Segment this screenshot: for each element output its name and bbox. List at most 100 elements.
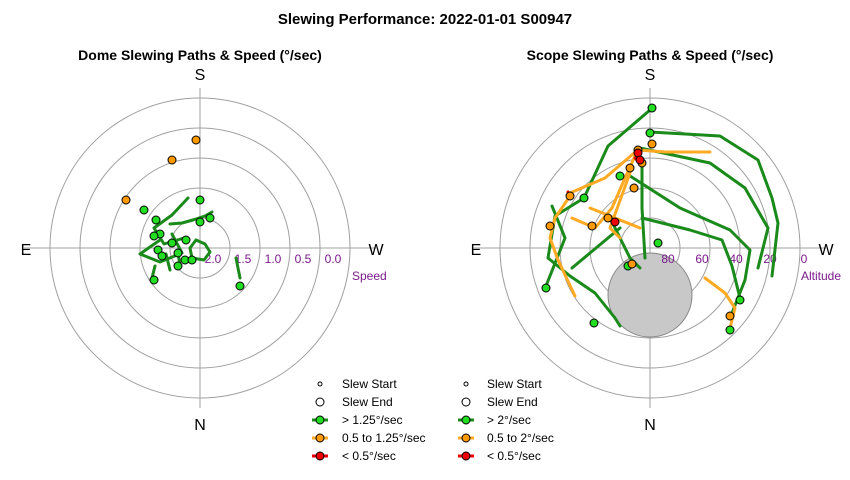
scope-slew-marker-slow: [635, 155, 645, 165]
scope-legend: Slew Start Slew End > 2°/sec 0.5 to 2°/s…: [458, 377, 554, 463]
dome-legend-mid-symbol: [315, 433, 325, 443]
dome-slew-path-fast: [164, 252, 172, 272]
dome-slew-path-fast: [138, 232, 184, 264]
scope-slew-path-fast: [546, 108, 652, 328]
scope-dir-east: E: [471, 242, 482, 259]
scope-chart-title: Scope Slewing Paths & Speed (°/sec): [527, 47, 774, 63]
scope-slew-marker-mid: [603, 213, 613, 223]
scope-legend-mid-symbol: [461, 433, 471, 443]
dome-legend-fast-symbol: [315, 415, 325, 425]
dome-slew-path-fast: [188, 238, 212, 262]
dome-dir-south: S: [195, 67, 206, 84]
scope-slew-path-fast: [608, 216, 642, 270]
dome-slew-marker-fast: [173, 261, 183, 271]
scope-legend-end: Slew End: [487, 395, 538, 409]
scope-slew-paths: [544, 108, 780, 330]
scope-slew-path-fast: [648, 130, 780, 278]
scope-legend-start-symbol: [463, 381, 469, 387]
scope-slew-path-mid: [568, 146, 642, 195]
scope-radial-tick: 80: [661, 252, 675, 266]
scope-slew-marker-fast: [735, 295, 745, 305]
scope-slew-marker-fast: [579, 193, 589, 203]
scope-slew-marker-slow: [610, 217, 620, 227]
scope-slew-marker-mid: [627, 259, 637, 269]
scope-slew-marker-fast: [615, 171, 625, 181]
dome-slew-marker-fast: [173, 248, 183, 258]
scope-slew-path-fast: [638, 146, 770, 270]
scope-radial-tick: 40: [729, 252, 743, 266]
scope-slew-marker-fast: [653, 238, 663, 248]
scope-slew-marker-mid: [565, 191, 575, 201]
scope-legend-fast-symbol: [461, 415, 471, 425]
scope-legend-start: Slew Start: [487, 377, 542, 391]
dome-slew-marker-fast: [151, 215, 161, 225]
dome-legend-fast: > 1.25°/sec: [342, 413, 403, 427]
scope-horizon-obstruction: [607, 252, 693, 338]
dome-legend-mid: 0.5 to 1.25°/sec: [342, 431, 426, 445]
dome-slew-marker-fast: [195, 195, 205, 205]
dome-legend-slow-symbol: [315, 451, 325, 461]
scope-legend-mid: 0.5 to 2°/sec: [487, 431, 554, 445]
scope-dir-north: N: [644, 417, 656, 434]
scope-legend-slow: < 0.5°/sec: [487, 449, 541, 463]
scope-polar-chart: Scope Slewing Paths & Speed (°/sec) S N …: [471, 47, 842, 434]
scope-grid: [474, 88, 826, 408]
dome-slew-marker-mid: [191, 135, 201, 145]
scope-slew-path-mid: [548, 194, 577, 298]
dome-slew-marker-mid: [121, 195, 131, 205]
dome-polar-chart: Dome Slewing Paths & Speed (°/sec) S N E…: [21, 47, 387, 434]
scope-slew-path-fast: [640, 156, 647, 260]
dome-radial-label: Speed: [352, 269, 387, 283]
scope-slew-marker-mid: [629, 183, 639, 193]
dome-grid: [24, 88, 376, 408]
scope-slew-marker-fast: [645, 128, 655, 138]
scope-slew-path-fast: [628, 174, 752, 320]
dome-legend-end-symbol: [315, 397, 325, 407]
scope-slew-path-fast: [570, 226, 622, 270]
dome-radial-tick: 0.5: [295, 252, 312, 266]
scope-slew-marker-fast: [647, 103, 657, 113]
dome-slew-marker-fast: [235, 281, 245, 291]
scope-slew-marker-mid: [725, 311, 735, 321]
scope-dir-west: W: [818, 242, 834, 259]
dome-legend: Slew Start Slew End > 1.25°/sec 0.5 to 1…: [312, 377, 426, 463]
dome-legend-start: Slew Start: [342, 377, 397, 391]
scope-slew-marker-fast: [541, 283, 551, 293]
dome-chart-title: Dome Slewing Paths & Speed (°/sec): [78, 47, 322, 63]
dome-slew-marker-fast: [205, 213, 215, 223]
dome-dir-east: E: [21, 242, 32, 259]
scope-radial-ticks: 80 60 40 20 0: [661, 252, 807, 266]
dome-radial-tick: 1.5: [235, 252, 252, 266]
scope-slew-markers: [541, 103, 745, 335]
dome-legend-slow: < 0.5°/sec: [342, 449, 396, 463]
dome-legend-start-symbol: [317, 381, 323, 387]
dome-slew-markers: [121, 135, 245, 291]
figure-title: Slewing Performance: 2022-01-01 S00947: [278, 11, 572, 28]
dome-slew-marker-fast: [181, 235, 191, 245]
dome-radial-tick: 1.0: [265, 252, 282, 266]
scope-legend-end-symbol: [461, 397, 471, 407]
scope-slew-path-mid: [703, 276, 737, 330]
dome-radial-tick: 0.0: [325, 252, 342, 266]
scope-radial-tick: 0: [801, 252, 808, 266]
scope-radial-tick: 60: [695, 252, 709, 266]
scope-slew-marker-fast: [725, 325, 735, 335]
scope-slew-path-fast: [640, 216, 742, 300]
dome-slew-path-fast: [234, 256, 242, 280]
dome-slew-marker-mid: [167, 155, 177, 165]
dome-legend-end: Slew End: [342, 395, 393, 409]
dome-radial-ticks: 2.0 1.5 1.0 0.5 0.0: [205, 252, 342, 266]
dome-slew-marker-fast: [139, 205, 149, 215]
scope-slew-marker-mid: [545, 221, 555, 231]
scope-dir-south: S: [645, 67, 656, 84]
scope-radial-label: Altitude: [801, 269, 841, 283]
dome-slew-marker-fast: [157, 251, 167, 261]
dome-dir-north: N: [194, 417, 206, 434]
scope-legend-slow-symbol: [461, 451, 471, 461]
scope-legend-fast: > 2°/sec: [487, 413, 531, 427]
scope-slew-marker-fast: [589, 318, 599, 328]
scope-slew-path-mid: [636, 148, 712, 154]
dome-slew-marker-fast: [187, 255, 197, 265]
scope-slew-marker-mid: [587, 221, 597, 231]
